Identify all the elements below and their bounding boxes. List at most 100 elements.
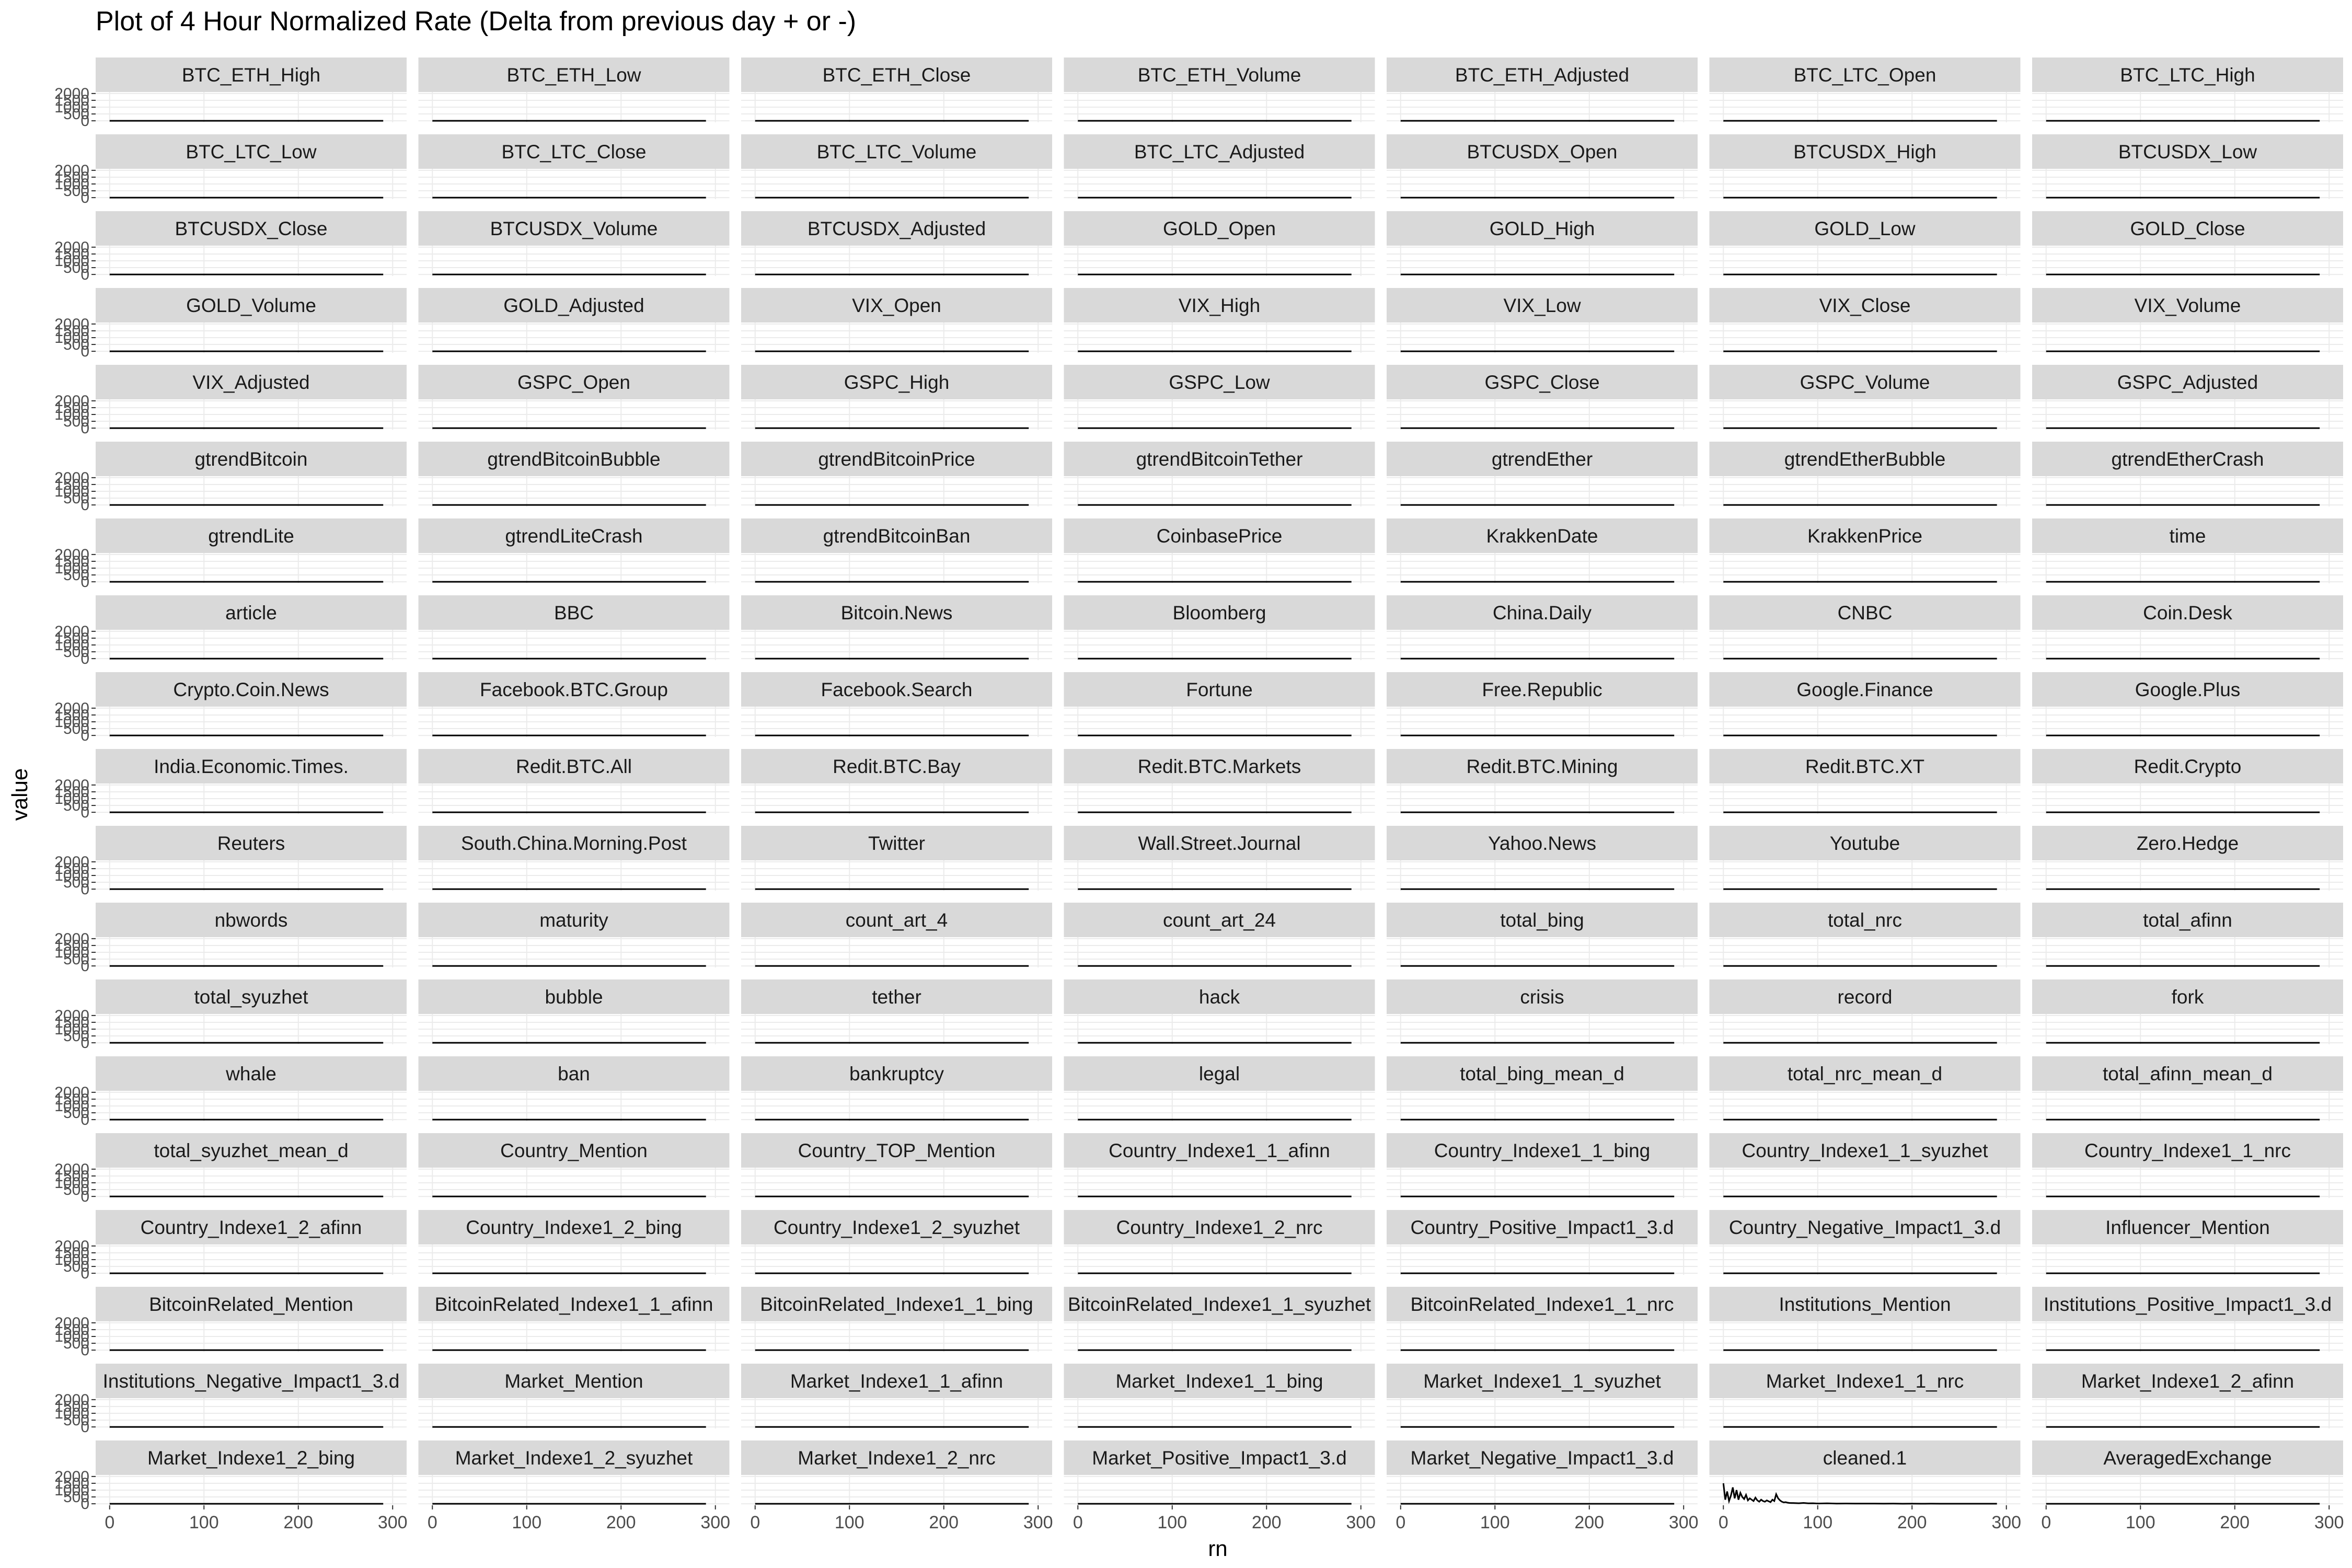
facet-strip-label: BTCUSDX_High (1793, 141, 1936, 163)
facet-strip (96, 1364, 407, 1398)
facet-panel: Fortune (1064, 672, 1375, 737)
y-axis-label: value (7, 768, 32, 821)
y-tick-label: 500 (63, 1028, 89, 1045)
facet-strip-label: GSPC_Low (1169, 372, 1270, 393)
y-tick-label: 500 (63, 336, 89, 353)
y-tick-label: 1500 (54, 322, 89, 340)
y-tick-label: 2000 (54, 777, 89, 794)
facet-strip (2032, 672, 2343, 707)
facet-strip (2032, 1364, 2343, 1398)
facet-strip-label: AveragedExchange (2103, 1447, 2272, 1469)
facet-strip (1387, 518, 1698, 553)
facet-strip-label: gtrendBitcoinBan (823, 525, 971, 547)
facet-strip (741, 134, 1052, 169)
y-tick-label: 500 (63, 182, 89, 200)
facet-strip (96, 595, 407, 630)
facet-strip-label: Crypto.Coin.News (173, 679, 329, 700)
x-tick-label: 300 (1669, 1513, 1699, 1532)
y-tick-label: 0 (80, 1342, 89, 1359)
y-tick-label: 1000 (54, 99, 89, 116)
facet-panel: Bitcoin.News (741, 595, 1052, 660)
facet-panel: crisis (1387, 979, 1698, 1044)
facet-panel: Market_Indexe1_2_afinn (2032, 1364, 2343, 1428)
facet-strip-label: gtrendBitcoinBubble (487, 448, 660, 470)
y-tick-label: 0 (80, 1419, 89, 1436)
x-tick-label: 200 (1897, 1513, 1927, 1532)
facet-strip-label: total_bing (1500, 909, 1584, 931)
facet-panel: maturity (418, 903, 730, 967)
facet-panel: BitcoinRelated_Indexe1_1_afinn (418, 1287, 730, 1352)
facet-strip (96, 518, 407, 553)
facet-panel: hack (1064, 979, 1375, 1044)
facet-panel: gtrendLiteCrash (418, 518, 730, 583)
y-tick-label: 500 (63, 1335, 89, 1352)
facet-panel: Redit.Crypto (2032, 749, 2343, 814)
facet-strip (741, 672, 1052, 707)
facet-strip (741, 1056, 1052, 1091)
facet-strip (1064, 1210, 1375, 1244)
facet-strip (418, 1440, 730, 1475)
facet-strip-label: Country_Indexe1_1_syuzhet (1742, 1140, 1988, 1161)
facet-strip (1064, 365, 1375, 399)
facet-panel: Bloomberg (1064, 595, 1375, 660)
facet-panel: record (1709, 979, 2021, 1044)
facet-panel: Influencer_Mention (2032, 1210, 2343, 1275)
facet-strip-label: Coin.Desk (2143, 602, 2232, 624)
y-tick-label: 0 (80, 1111, 89, 1128)
facet-strip-label: South.China.Morning.Post (461, 833, 687, 854)
y-tick-label: 2000 (54, 1391, 89, 1409)
facet-strip-label: Country_Mention (500, 1140, 648, 1161)
facet-strip-label: GSPC_Close (1484, 372, 1599, 393)
y-tick-label: 1000 (54, 1405, 89, 1422)
facet-strip-label: GSPC_Open (517, 372, 630, 393)
y-tick-label: 500 (63, 490, 89, 507)
x-tick-label: 200 (2220, 1513, 2250, 1532)
facet-strip-label: Country_Indexe1_2_bing (466, 1217, 682, 1238)
facet-strip (96, 211, 407, 246)
y-tick-label: 500 (63, 797, 89, 814)
facet-panel: total_afinn (2032, 903, 2343, 967)
facet-strip (1387, 288, 1698, 322)
facet-panel: tether (741, 979, 1052, 1044)
y-tick-label: 0 (80, 112, 89, 130)
facet-panel: BTCUSDX_Low (2032, 134, 2343, 199)
facet-strip-label: BitcoinRelated_Indexe1_1_bing (760, 1294, 1033, 1315)
facet-strip-label: GSPC_High (844, 372, 950, 393)
facet-strip (2032, 1133, 2343, 1168)
x-tick-label: 100 (512, 1513, 541, 1532)
facet-panel: total_nrc_mean_d (1709, 1056, 2021, 1121)
facet-strip (2032, 595, 2343, 630)
x-tick-label: 0 (428, 1513, 437, 1532)
facet-panel: CoinbasePrice (1064, 518, 1375, 583)
facet-strip-label: crisis (1520, 986, 1564, 1008)
facet-strip-label: Free.Republic (1482, 679, 1602, 700)
facet-strip-label: Bitcoin.News (841, 602, 953, 624)
y-tick-label: 1000 (54, 1482, 89, 1499)
facet-panel: Institutions_Negative_Impact1_3.d 0500100… (54, 1364, 407, 1436)
facet-panel: bankruptcy (741, 1056, 1052, 1121)
facet-strip-label: BTC_ETH_High (182, 64, 320, 86)
facet-panel: Institutions_Mention (1709, 1287, 2021, 1352)
facet-strip (96, 134, 407, 169)
facet-strip-label: CoinbasePrice (1157, 525, 1283, 547)
y-tick-label: 2000 (54, 623, 89, 640)
facet-panel: Country_Indexe1_1_nrc (2032, 1133, 2343, 1198)
facet-strip (2032, 1056, 2343, 1091)
facet-strip (1064, 749, 1375, 783)
facet-panel: BTCUSDX_Open (1387, 134, 1698, 199)
y-tick-label: 2000 (54, 930, 89, 948)
x-tick-label: 0 (1073, 1513, 1083, 1532)
facet-strip-label: Bloomberg (1173, 602, 1266, 624)
facet-strip-label: nbwords (215, 909, 288, 931)
facet-strip (418, 134, 730, 169)
x-tick-label: 0 (2041, 1513, 2051, 1532)
facet-strip (741, 595, 1052, 630)
facet-strip-label: fork (2172, 986, 2204, 1008)
facet-strip (1387, 1364, 1698, 1398)
facet-strip (2032, 749, 2343, 783)
facet-strip-label: total_syuzhet (194, 986, 308, 1008)
facet-strip (1387, 365, 1698, 399)
facet-strip-label: Market_Indexe1_1_afinn (790, 1370, 1003, 1392)
facet-strip (1709, 749, 2021, 783)
